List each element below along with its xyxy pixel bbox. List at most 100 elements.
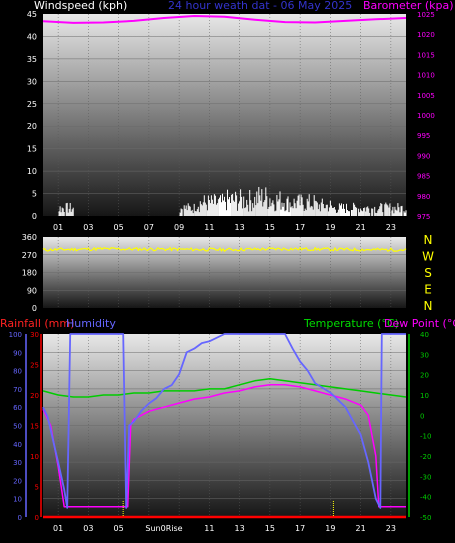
time-tick-label: 01 [53, 524, 63, 533]
wind-gust-bar [229, 197, 230, 216]
wind-gust-bar [211, 199, 213, 216]
humidity-axis-tick: 100 [9, 331, 22, 339]
wind-gust-bar [257, 203, 259, 216]
wind-gust-bar [58, 211, 60, 216]
humidity-axis-tick: 50 [13, 423, 22, 431]
wind-gust-bar [199, 201, 201, 216]
wind-gust-bar [231, 194, 233, 216]
wind-gust-bar [314, 200, 316, 216]
barometer-axis-tick: 975 [417, 213, 430, 221]
barometer-axis-tick: 980 [417, 193, 430, 201]
wind-gust-bar [384, 204, 386, 216]
wind-gust-bar [360, 208, 362, 216]
wind-gust-bar [188, 205, 190, 216]
wind-gust-bar [228, 199, 229, 216]
wind-gust-bar [346, 203, 347, 216]
wind-gust-bar [400, 206, 402, 216]
wind-gust-bar [221, 202, 222, 216]
wind-gust-bar [359, 212, 361, 216]
wind-gust-bar [227, 189, 228, 216]
wind-gust-bar [194, 211, 196, 216]
wind-gust-bar [303, 211, 305, 216]
wind-gust-bar [335, 213, 337, 216]
wind-gust-bar [284, 211, 286, 216]
wind-gust-bar [369, 212, 371, 216]
compass-label-n: N [424, 233, 433, 247]
time-tick-label: 03 [83, 223, 93, 232]
wind-gust-bar [340, 205, 341, 216]
wind-gust-bar [330, 205, 332, 216]
barometer-axis-tick: 990 [417, 152, 430, 160]
rainfall-axis-tick: 0 [35, 514, 39, 522]
wind-gust-bar [225, 201, 226, 216]
wind-gust-bar [280, 209, 282, 216]
chart-title: 24 hour weath dat - 06 May 2025 [168, 0, 353, 12]
wind-gust-bar [193, 203, 195, 216]
wind-gust-bar [312, 209, 314, 216]
wind-gust-bar [385, 202, 387, 216]
wind-gust-bar [62, 208, 64, 216]
wind-gust-bar [286, 198, 288, 216]
barometer-axis-title: Barometer (kpa) [363, 0, 454, 12]
wind-gust-bar [239, 201, 241, 216]
wind-gust-bar [316, 202, 318, 216]
wind-gust-bar [214, 195, 216, 216]
wind-gust-bar [237, 210, 239, 216]
wind-gust-bar [216, 203, 218, 216]
temperature-axis-tick: 20 [420, 372, 429, 380]
wind-gust-bar [299, 205, 301, 216]
panel-1-background [43, 14, 406, 216]
wind-gust-bar [329, 200, 331, 216]
wind-gust-bar [393, 213, 395, 216]
wind-gust-bar [197, 206, 199, 216]
wind-gust-bar [213, 194, 215, 216]
wind-direction-line [42, 247, 407, 252]
wind-gust-bar [233, 200, 235, 216]
wind-gust-bar [72, 207, 74, 216]
barometer-axis-tick: 1025 [417, 11, 435, 19]
wind-gust-bar [331, 207, 333, 216]
time-tick-label: 13 [235, 223, 245, 232]
wind-gust-bar [192, 213, 194, 216]
wind-gust-bar [395, 209, 397, 216]
wind-gust-bar [253, 207, 255, 216]
temperature-axis-tick: -50 [420, 514, 431, 522]
wind-axis-tick: 5 [32, 190, 37, 199]
wind-gust-bar [315, 201, 317, 216]
wind-gust-bar [381, 204, 383, 216]
wind-gust-bar [247, 204, 249, 216]
time-tick-label: 17 [295, 524, 305, 533]
wind-gust-bar [203, 195, 205, 216]
wind-gust-bar [392, 206, 394, 216]
wind-gust-bar [364, 207, 366, 216]
wind-gust-bar [202, 202, 204, 216]
wind-gust-bar [301, 197, 303, 216]
wind-gust-bar [243, 196, 245, 216]
wind-gust-bar [67, 212, 69, 216]
wind-gust-bar [195, 211, 197, 216]
wind-gust-bar [212, 203, 214, 216]
wind-axis-tick: 45 [27, 10, 37, 19]
wind-gust-bar [71, 209, 73, 216]
humidity-axis-tick: 70 [13, 386, 22, 394]
time-tick-label: 15 [265, 223, 275, 232]
wind-axis-tick: 10 [27, 167, 37, 176]
wind-gust-bar [242, 208, 244, 216]
wind-gust-bar [222, 193, 223, 216]
wind-gust-bar [288, 212, 290, 216]
wind-gust-bar [281, 202, 283, 216]
time-tick-label: 19 [325, 223, 335, 232]
wind-gust-bar [361, 210, 363, 216]
wind-gust-bar [70, 211, 72, 216]
rainfall-axis-tick: 20 [30, 392, 39, 400]
wind-gust-bar [404, 212, 406, 216]
wind-gust-bar [223, 200, 224, 216]
wind-gust-bar [325, 204, 327, 216]
wind-gust-bar [179, 212, 181, 216]
wind-gust-bar [365, 211, 367, 216]
wind-gust-bar [302, 204, 304, 216]
direction-axis-tick: 270 [22, 251, 37, 260]
wind-gust-bar [323, 208, 325, 216]
time-tick-label: 19 [325, 524, 335, 533]
